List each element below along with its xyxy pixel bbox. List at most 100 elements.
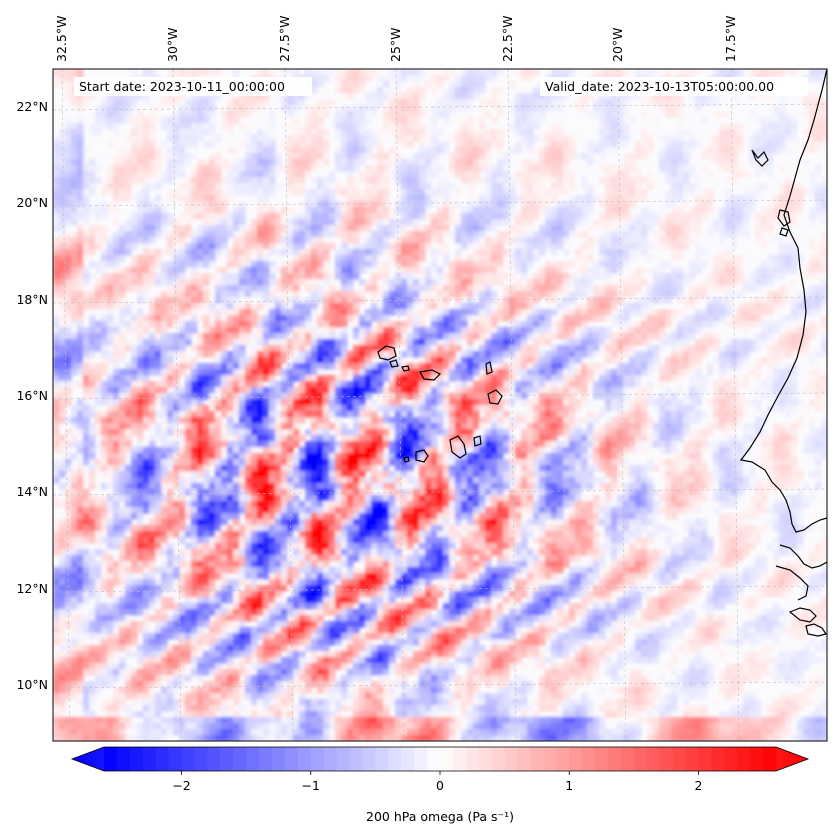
island-sao-vicente (389, 359, 399, 368)
meridian-line (284, 69, 294, 741)
colorbar-segment (297, 747, 312, 771)
meridian-line (172, 69, 182, 741)
colorbar-segment (620, 747, 635, 771)
lat-tick: 12°N (16, 581, 48, 596)
colorbar-segment (556, 747, 570, 771)
lon-tick: 17.5°W (723, 16, 738, 62)
colorbar-segment (685, 747, 699, 771)
island-sao-nicolau (419, 369, 442, 381)
colorbar-segment (440, 747, 454, 771)
meridian-line (61, 69, 71, 741)
colorbar-segment (207, 747, 221, 771)
colorbar-segment (388, 747, 402, 771)
island-brava (403, 456, 410, 463)
colorbar-tick-label: −1 (302, 778, 320, 793)
colorbar-segment (633, 747, 648, 771)
colorbar-segment (362, 747, 376, 771)
island-santiago (449, 435, 467, 459)
colorbar-segment (750, 747, 764, 771)
lon-tick: 32.5°W (54, 16, 69, 62)
coast-segment (779, 227, 789, 237)
colorbar-segment (142, 747, 157, 771)
colorbar-segment (349, 747, 363, 771)
colorbar-segment (104, 747, 118, 771)
colorbar-segment (220, 747, 234, 771)
colorbar-segment (284, 747, 299, 771)
colorbar-segment (116, 747, 131, 771)
colorbar-ticks: −2 −1 0 1 2 (172, 771, 702, 793)
colorbar-outline (70, 746, 810, 772)
island-santo-antao (377, 345, 397, 361)
lat-tick: 16°N (16, 388, 48, 403)
island-santa-luzia (401, 365, 410, 372)
island-maio (473, 435, 482, 447)
colorbar-segment (375, 747, 389, 771)
coast-segment (751, 149, 769, 167)
lat-tick: 18°N (16, 292, 48, 307)
colorbar-segment (543, 747, 557, 771)
colorbar-segment (272, 747, 286, 771)
colorbar-tick-label: 1 (565, 778, 573, 793)
colorbar-segment (608, 747, 622, 771)
longitude-ticks: 32.5°W 30°W 27.5°W 25°W 22.5°W 20°W 17.5… (54, 16, 738, 62)
colorbar-segment (504, 747, 519, 771)
colorbar-segment (724, 747, 738, 771)
colorbar-segment (517, 747, 531, 771)
colorbar-segment (478, 747, 493, 771)
colorbar-tick-label: 2 (694, 778, 702, 793)
start-date-label: Start date: 2023-10-11_00:00:00 (79, 79, 285, 94)
omega-field (53, 69, 827, 741)
colorbar-segment (414, 747, 428, 771)
colorbar-segment (246, 747, 260, 771)
map-frame (52, 68, 828, 742)
lon-tick: 27.5°W (277, 16, 292, 62)
colorbar-segment (336, 747, 351, 771)
colorbar-segment (491, 747, 506, 771)
coast-segment (779, 544, 827, 569)
coast-segment (788, 607, 817, 623)
colorbar-segments (104, 747, 777, 771)
colorbar-segment (698, 747, 712, 771)
colorbar-segment (181, 747, 195, 771)
colorbar-segment (659, 747, 674, 771)
lat-tick: 10°N (16, 677, 48, 692)
colorbar-label: 200 hPa omega (Pa s⁻¹) (366, 809, 514, 824)
coast-segment (775, 565, 809, 601)
colorbar-segment (401, 747, 415, 771)
meridian-line (395, 69, 405, 741)
colorbar-segment (194, 747, 208, 771)
colorbar-segment (711, 747, 725, 771)
lon-tick: 20°W (610, 27, 625, 62)
latitude-ticks: 22°N 20°N 18°N 16°N 14°N 12°N 10°N (16, 99, 48, 692)
coast-segment (805, 623, 827, 637)
colorbar-segment (595, 747, 609, 771)
colorbar-segment (465, 747, 480, 771)
valid-date-label: Valid_date: 2023-10-13T05:00:00.00 (545, 79, 774, 94)
colorbar-segment (646, 747, 661, 771)
colorbar-segment (168, 747, 183, 771)
graticule (53, 69, 827, 741)
lat-tick: 14°N (16, 484, 48, 499)
colorbar-segment (233, 747, 247, 771)
colorbar-tick-label: −2 (172, 778, 190, 793)
meridian-line (617, 69, 627, 741)
colorbar-segment (569, 747, 583, 771)
lon-tick: 30°W (165, 27, 180, 62)
colorbar-segment (259, 747, 273, 771)
colorbar-segment (763, 747, 777, 771)
lat-tick: 22°N (16, 99, 48, 114)
coast-segment (777, 209, 791, 227)
colorbar-segment (427, 747, 441, 771)
meridian-line (507, 69, 517, 741)
colorbar-segment (452, 747, 467, 771)
map-plot-area: Start date: 2023-10-11_00:00:00 Valid_da… (52, 68, 828, 742)
island-fogo (415, 449, 429, 463)
coastlines (377, 69, 827, 637)
colorbar-segment (310, 747, 325, 771)
lon-tick: 25°W (388, 27, 403, 62)
island-sal (485, 361, 493, 375)
colorbar-segment (530, 747, 544, 771)
colorbar: −2 −1 0 1 2 200 hPa omega (Pa s⁻¹) (70, 746, 810, 824)
lon-tick: 22.5°W (500, 16, 515, 62)
